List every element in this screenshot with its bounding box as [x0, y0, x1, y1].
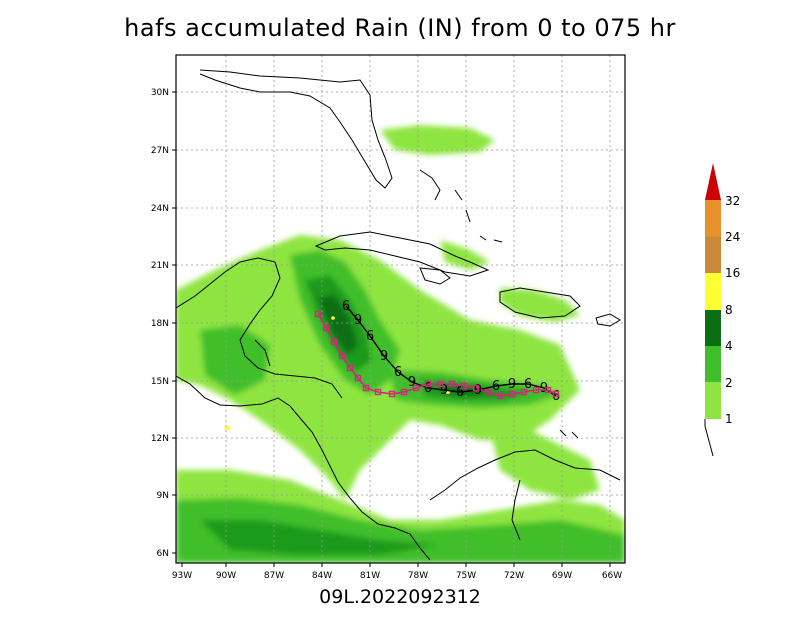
track-position-marker — [448, 380, 456, 388]
track-storm-symbol: 6 — [366, 329, 374, 344]
colorbar-swatch — [705, 237, 721, 273]
chart-title: hafs accumulated Rain (IN) from 0 to 075… — [124, 14, 676, 42]
colorbar-swatch — [705, 200, 721, 237]
track-position-marker — [424, 380, 432, 388]
lat-tick-label: 9N — [157, 491, 169, 501]
track-position-marker — [330, 338, 338, 346]
track-position-marker — [388, 390, 396, 398]
track-storm-symbol: 9 — [354, 313, 362, 328]
colorbar-label: 4 — [725, 339, 733, 353]
track-storm-symbol: 9 — [508, 377, 516, 392]
track-position-marker — [508, 390, 516, 398]
lon-tick-label: 72W — [504, 571, 524, 581]
lat-tick-label: 27N — [151, 146, 169, 156]
lat-tick-label: 30N — [151, 88, 169, 98]
lat-tick-label: 21N — [151, 261, 169, 271]
lat-tick-label: 18N — [151, 319, 169, 329]
colorbar-label: 32 — [725, 194, 740, 208]
track-position-marker — [552, 390, 560, 398]
track-position-marker — [338, 352, 346, 360]
plot-frame — [175, 54, 626, 564]
coastlines — [176, 69, 621, 561]
track-position-marker — [520, 388, 528, 396]
track-position-marker — [460, 382, 468, 390]
colorbar-swatch — [705, 273, 721, 310]
lat-tick-label: 12N — [151, 434, 169, 444]
storm-id-label: 09L.2022092312 — [319, 586, 481, 608]
track-position-marker — [412, 384, 420, 392]
track-storm-symbol: 9 — [408, 375, 416, 390]
track-storm-symbol: 9 — [380, 349, 388, 364]
lon-tick-label: 84W — [312, 571, 332, 581]
lon-tick-label: 78W — [408, 571, 428, 581]
lon-tick-labels: 93W 90W 87W 84W 81W 78W 75W 72W 69W 66W — [172, 571, 622, 581]
track-position-marker — [400, 388, 408, 396]
colorbar-label: 24 — [725, 230, 740, 244]
lon-tick-label: 66W — [602, 571, 622, 581]
track-storm-symbol: 6 — [492, 379, 500, 394]
colorbar-label: 8 — [725, 303, 733, 317]
track-position-marker — [484, 388, 492, 396]
track-storm-symbol: 9 — [540, 381, 548, 396]
track-position-marker — [346, 364, 354, 372]
track-position-marker — [544, 386, 552, 394]
track-position-marker — [472, 384, 480, 392]
colorbar-bottom-line — [704, 419, 714, 457]
track-position-marker — [374, 388, 382, 396]
tick-marks — [172, 91, 611, 567]
lon-tick-label: 90W — [216, 571, 236, 581]
track-position-marker — [354, 374, 362, 382]
track-position-marker — [436, 380, 444, 388]
colorbar: 1 2 4 8 16 24 32 — [704, 163, 740, 457]
colorbar-swatch — [705, 310, 721, 346]
lon-tick-label: 87W — [264, 571, 284, 581]
track-storm-symbol: 9 — [440, 383, 448, 398]
lat-tick-label: 15N — [151, 377, 169, 387]
lon-tick-label: 75W — [456, 571, 476, 581]
lat-tick-labels: 6N 9N 12N 15N 18N 21N 24N 27N 30N — [151, 88, 169, 559]
lon-tick-label: 81W — [360, 571, 380, 581]
colorbar-label: 2 — [725, 376, 733, 390]
lat-tick-label: 24N — [151, 204, 169, 214]
colorbar-top-triangle — [705, 163, 721, 200]
colorbar-label: 1 — [725, 412, 733, 426]
lon-tick-label: 69W — [552, 571, 572, 581]
track-position-marker — [314, 310, 322, 318]
track-storm-symbol: 6 — [394, 365, 402, 380]
track-position-marker — [362, 384, 370, 392]
track-position-marker — [496, 392, 504, 400]
colorbar-label: 16 — [725, 266, 740, 280]
track-storm-symbol: 6 — [524, 377, 532, 392]
track-storm-symbol: 6 — [342, 299, 350, 314]
track-position-marker — [532, 386, 540, 394]
colorbar-swatch — [705, 346, 721, 382]
lon-tick-label: 93W — [172, 571, 192, 581]
track-storm-symbol: 6 — [424, 381, 432, 396]
rain-fill — [176, 125, 625, 563]
lat-tick-label: 6N — [157, 549, 169, 559]
colorbar-swatch — [705, 382, 721, 419]
track-storm-symbol: 6 — [456, 385, 464, 400]
track-position-marker — [322, 324, 330, 332]
